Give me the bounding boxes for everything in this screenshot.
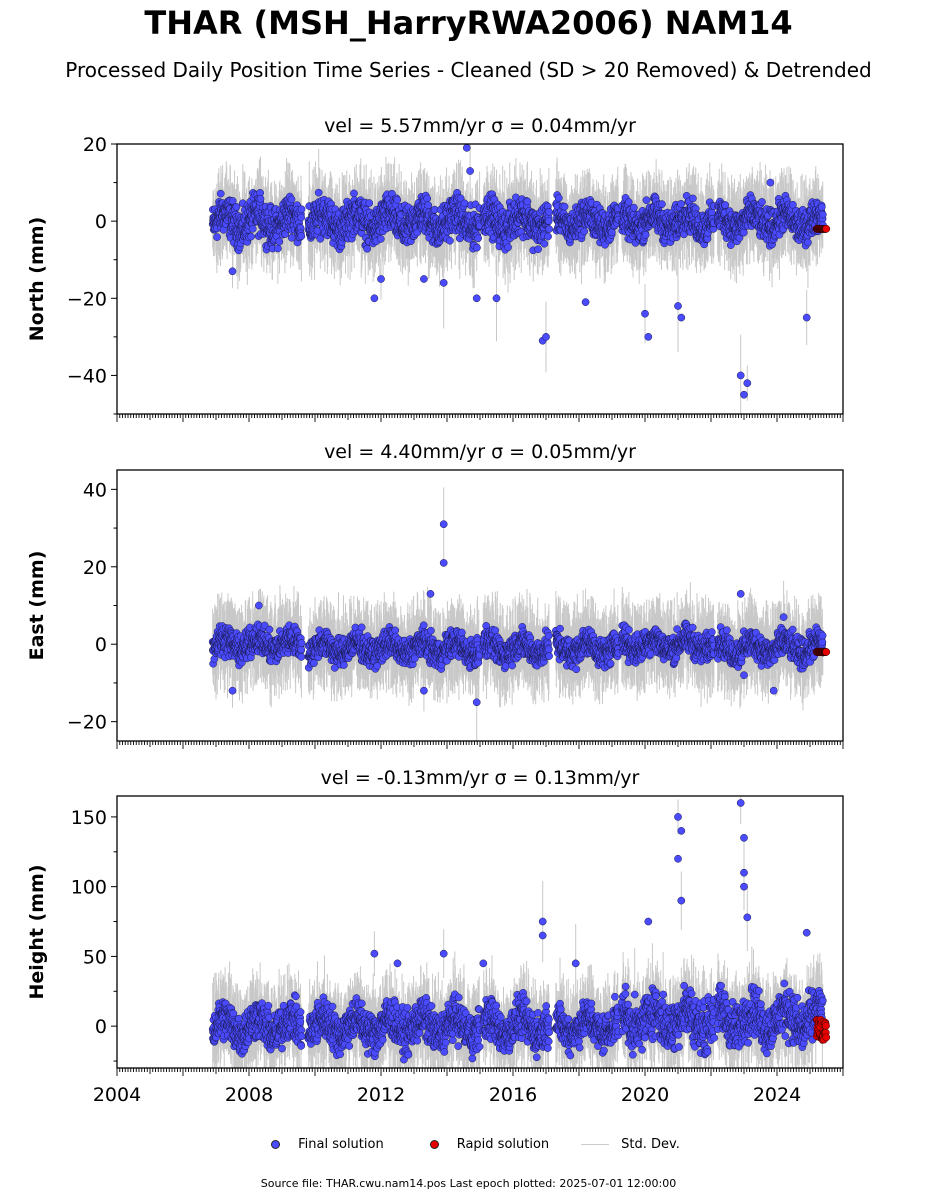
data-point: [721, 201, 730, 209]
data-point: [580, 227, 589, 236]
data-point: [641, 309, 649, 318]
y-tick-label: −40: [67, 365, 107, 387]
data-point: [677, 200, 685, 208]
data-point: [363, 244, 372, 253]
data-point: [817, 203, 826, 211]
panel-title: vel = 5.57mm/yr σ = 0.04mm/yr: [324, 115, 636, 137]
data-point: [818, 210, 827, 219]
data-point: [314, 188, 323, 197]
data-point: [423, 194, 432, 203]
data-point: [739, 228, 748, 237]
y-tick-label: 0: [95, 211, 107, 233]
data-point: [689, 194, 697, 203]
plot-area: [208, 487, 831, 741]
data-point: [674, 302, 682, 310]
data-point: [542, 333, 550, 341]
data-point: [365, 199, 374, 207]
data-point: [439, 279, 448, 287]
std-dev-bars: [212, 487, 824, 741]
data-point: [216, 189, 225, 198]
data-point: [446, 236, 454, 245]
data-point: [424, 201, 433, 210]
data-point: [581, 298, 590, 306]
data-point: [370, 294, 379, 303]
data-point: [802, 313, 811, 322]
data-point: [474, 234, 482, 243]
page-subtitle: Processed Daily Position Time Series - C…: [65, 58, 872, 82]
y-axis-label: East (mm): [26, 551, 48, 661]
data-point: [420, 275, 428, 283]
y-axis-label: North (mm): [26, 217, 48, 342]
data-point: [545, 225, 553, 233]
panel-title: vel = 4.40mm/yr σ = 0.05mm/yr: [324, 441, 636, 463]
data-point: [677, 313, 686, 322]
data-point: [232, 203, 241, 211]
y-tick-label: −20: [67, 288, 107, 310]
data-point: [630, 203, 638, 212]
data-point: [642, 196, 651, 205]
data-point: [644, 333, 653, 341]
data-point: [297, 213, 306, 222]
data-point: [228, 267, 237, 276]
data-point: [297, 232, 306, 240]
data-point: [393, 196, 402, 204]
data-point: [492, 294, 501, 303]
data-point: [462, 144, 471, 152]
data-point: [544, 217, 553, 225]
data-point: [789, 200, 797, 209]
data-point: [274, 244, 282, 253]
data-point: [544, 232, 552, 241]
data-point: [350, 189, 358, 198]
data-point: [248, 224, 257, 233]
data-point: [213, 233, 221, 241]
rapid-point: [822, 225, 831, 233]
data-point: [247, 232, 255, 241]
std-dev-bars: [212, 144, 824, 414]
data-point: [766, 178, 775, 187]
data-point: [275, 237, 284, 246]
data-point: [472, 294, 481, 303]
data-point: [316, 234, 325, 243]
final-solution-points: [208, 144, 827, 399]
page-title: THAR (MSH_HarryRWA2006) NAM14: [144, 4, 793, 42]
data-point: [804, 238, 812, 247]
data-point: [473, 243, 481, 252]
data-point: [376, 235, 385, 243]
data-point: [641, 231, 650, 239]
data-point: [740, 390, 748, 399]
data-point: [297, 205, 306, 214]
y-tick-label: 20: [83, 134, 107, 156]
data-point: [466, 167, 474, 175]
data-point: [658, 200, 666, 208]
data-point: [540, 239, 549, 248]
data-point: [758, 198, 766, 206]
data-point: [554, 194, 563, 202]
data-point: [377, 275, 385, 283]
data-point: [545, 207, 553, 216]
data-point: [726, 241, 735, 249]
rapid-solution-points: [812, 225, 831, 233]
data-point: [504, 243, 512, 252]
data-point: [736, 371, 745, 380]
data-point: [624, 198, 633, 206]
plot-area: [208, 144, 831, 414]
data-point: [743, 379, 752, 387]
data-point: [534, 245, 543, 254]
data-point: [523, 197, 532, 206]
data-point: [256, 194, 265, 203]
data-point: [560, 202, 569, 211]
data-point: [287, 195, 296, 204]
